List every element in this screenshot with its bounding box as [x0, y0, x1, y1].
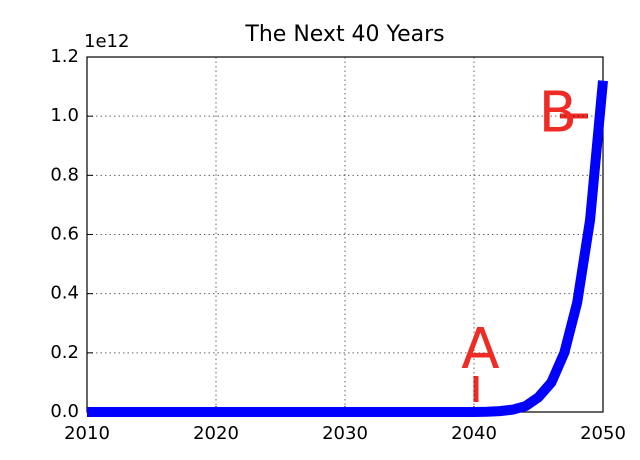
x-tick-label: 2030	[322, 423, 368, 444]
annotation: B	[539, 80, 577, 145]
y-tick-label: 1.0	[50, 105, 79, 126]
y-tick-label: 1.2	[50, 46, 79, 67]
y-tick-label: 0.8	[50, 164, 79, 185]
x-tick-label: 2040	[451, 423, 497, 444]
y-tick-label: 0.4	[50, 283, 79, 304]
y-tick-label: 0.6	[50, 224, 79, 245]
x-tick-label: 2010	[64, 423, 110, 444]
y-tick-label: 0.0	[50, 401, 79, 422]
chart-title: The Next 40 Years	[244, 22, 444, 47]
annotation: A	[461, 317, 499, 382]
x-tick-label: 2020	[193, 423, 239, 444]
data-line	[87, 80, 608, 417]
x-tick-label: 2050	[580, 423, 626, 444]
y-offset-label: 1e12	[84, 31, 129, 52]
y-tick-label: 0.2	[50, 342, 79, 363]
